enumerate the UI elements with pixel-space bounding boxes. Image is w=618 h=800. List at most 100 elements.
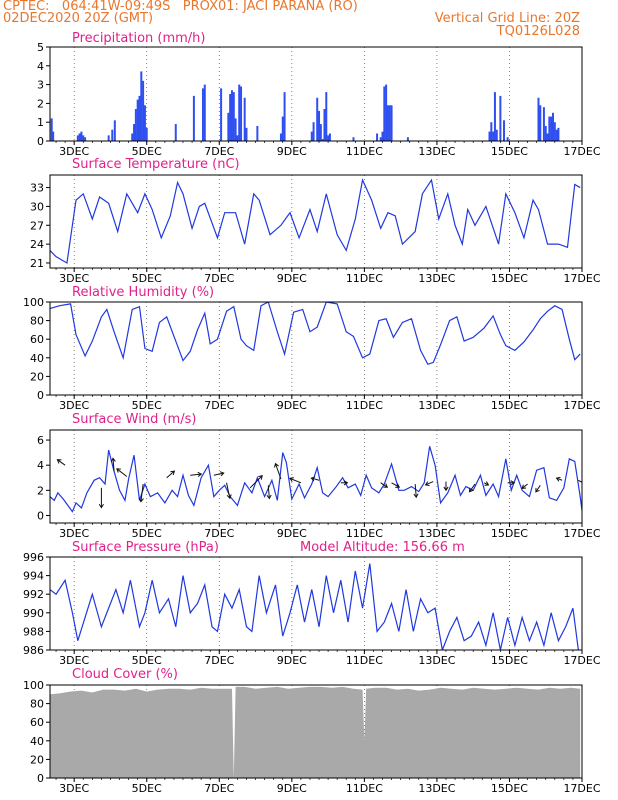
x-tick-label: 13DEC xyxy=(418,145,455,158)
y-tick-label: 3 xyxy=(37,79,44,92)
x-tick-label: 11DEC xyxy=(346,145,383,158)
precip-bar xyxy=(328,133,331,141)
wind-vector xyxy=(578,479,582,483)
precip-bar xyxy=(201,88,204,141)
x-tick-label: 17DEC xyxy=(563,272,600,285)
x-tick-label: 3DEC xyxy=(59,527,89,540)
precip-bar xyxy=(385,84,388,141)
y-tick-label: 33 xyxy=(30,182,44,195)
precip-bar xyxy=(50,118,53,141)
wind-vector xyxy=(535,485,541,493)
panel-title: Relative Humidity (%) xyxy=(72,285,214,300)
precip-bar xyxy=(312,122,315,141)
wind-vector xyxy=(310,476,320,482)
precip-bar xyxy=(492,131,495,141)
header-station: CPTEC: 064:41W-09:49S PROX01: JACI PARAN… xyxy=(3,0,358,14)
y-tick-label: 60 xyxy=(30,716,44,729)
wind-vector xyxy=(249,475,263,489)
precip-bar xyxy=(506,137,509,141)
wind-line xyxy=(50,446,582,513)
precip-bar xyxy=(318,110,321,141)
x-tick-label: 15DEC xyxy=(491,399,528,412)
x-tick-label: 3DEC xyxy=(59,145,89,158)
x-tick-label: 13DEC xyxy=(418,527,455,540)
x-tick-label: 11DEC xyxy=(346,527,383,540)
wind-vector xyxy=(110,457,116,472)
panel-cloud-cover: 0 20 40 60 80 100 3DEC 5DEC 7DEC 9DEC 11DEC 13DEC 15… xyxy=(23,667,601,795)
y-tick-label: 24 xyxy=(30,238,44,251)
precip-bar xyxy=(245,127,248,141)
y-tick-label: 2 xyxy=(37,97,44,110)
precip-bar xyxy=(325,92,328,141)
x-tick-label: 17DEC xyxy=(563,145,600,158)
precip-bar xyxy=(550,116,553,141)
plot-frame xyxy=(49,46,583,142)
precip-bar xyxy=(174,124,177,141)
x-tick-label: 9DEC xyxy=(277,399,307,412)
wind-vector xyxy=(555,476,563,482)
y-tick-label: 996 xyxy=(23,551,44,564)
precip-bar xyxy=(84,137,87,141)
x-tick-label: 9DEC xyxy=(277,654,307,667)
x-tick-label: 7DEC xyxy=(204,272,234,285)
wind-vector xyxy=(166,470,176,479)
wind-vector xyxy=(98,487,104,509)
wind-vector xyxy=(443,481,449,492)
x-tick-label: 11DEC xyxy=(346,272,383,285)
y-tick-label: 80 xyxy=(30,315,44,328)
x-tick-label: 7DEC xyxy=(204,527,234,540)
plot-frame xyxy=(49,301,583,396)
wind-vector xyxy=(289,477,302,484)
cloud-cover-area xyxy=(50,686,581,778)
wind-vector xyxy=(468,483,476,493)
precip-bar xyxy=(111,129,114,141)
precip-bar xyxy=(227,112,230,141)
y-tick-label: 988 xyxy=(23,625,44,638)
precip-bar xyxy=(546,133,549,141)
precip-bar xyxy=(499,95,502,141)
panel-title: Precipitation (mm/h) xyxy=(72,31,205,46)
y-tick-label: 992 xyxy=(23,588,44,601)
wind-vector xyxy=(274,462,282,480)
panel-title: Surface Temperature (nC) xyxy=(72,157,240,172)
x-tick-label: 17DEC xyxy=(563,527,600,540)
precip-bar xyxy=(539,105,542,141)
wind-vector xyxy=(56,459,66,466)
x-tick-label: 3DEC xyxy=(59,272,89,285)
wind-vector xyxy=(116,468,128,477)
x-tick-label: 7DEC xyxy=(204,399,234,412)
precip-bar xyxy=(52,131,55,141)
x-tick-label: 15DEC xyxy=(491,782,528,795)
y-tick-label: 0 xyxy=(37,135,44,148)
wind-vector xyxy=(190,471,203,478)
precip-bar xyxy=(134,109,137,141)
precip-bar xyxy=(142,80,145,141)
panel-pressure: 986 988 990 992 994 996 3DEC 5DEC 7DEC 9DEC 11DEC 1… xyxy=(23,540,601,667)
precip-bar xyxy=(133,124,136,141)
precip-bar xyxy=(316,97,319,141)
y-tick-label: 27 xyxy=(30,219,44,232)
precip-bar xyxy=(230,90,233,141)
y-tick-label: 0 xyxy=(37,389,44,402)
wind-vector xyxy=(521,483,528,490)
precip-bar xyxy=(495,129,498,141)
wind-vector xyxy=(380,482,389,488)
precip-bar xyxy=(555,129,558,141)
wind-vector xyxy=(138,483,144,503)
precip-bar xyxy=(279,133,282,141)
panel-humidity: 0 20 40 60 80 100 3DEC 5DEC 7DEC 9DEC 11DEC 13DEC 15… xyxy=(23,285,601,412)
precip-bar xyxy=(381,131,384,141)
precip-bar xyxy=(327,135,330,141)
wind-vector xyxy=(483,481,490,486)
precip-bar xyxy=(488,131,491,141)
precip-bar xyxy=(145,127,148,141)
x-tick-label: 9DEC xyxy=(277,272,307,285)
y-tick-label: 5 xyxy=(37,41,44,54)
x-tick-label: 17DEC xyxy=(563,399,600,412)
y-tick-label: 80 xyxy=(30,698,44,711)
y-tick-label: 4 xyxy=(37,459,44,472)
precip-bar xyxy=(557,127,560,141)
wind-vector xyxy=(266,485,272,500)
x-tick-label: 13DEC xyxy=(418,399,455,412)
